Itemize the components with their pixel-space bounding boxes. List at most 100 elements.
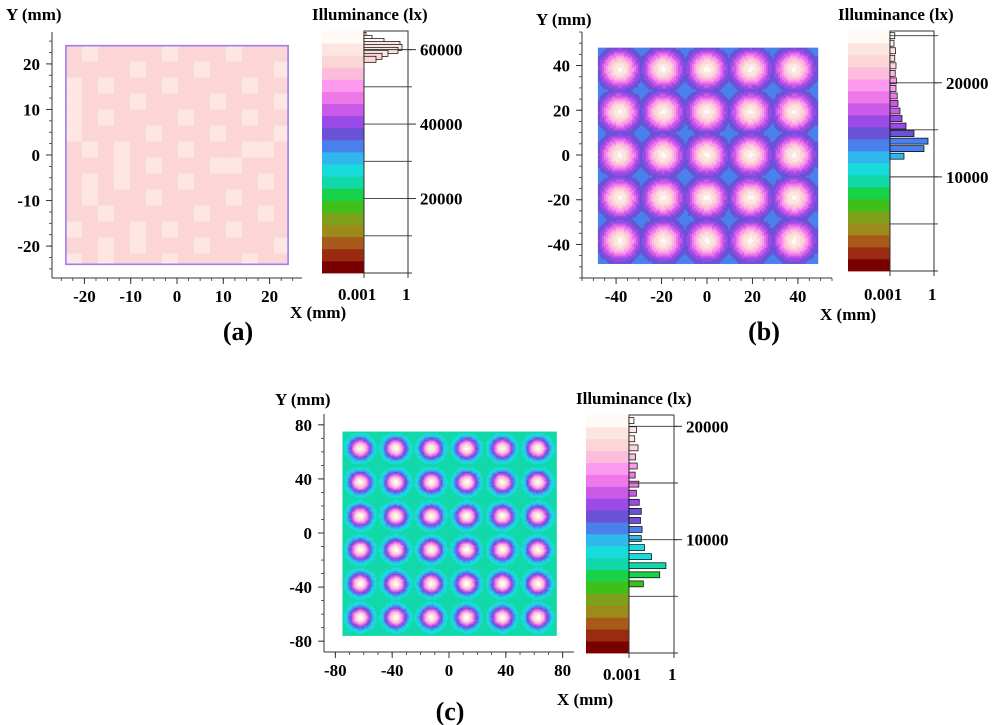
- map-cell: [697, 65, 701, 68]
- map-cell: [787, 87, 791, 90]
- map-cell: [629, 77, 633, 80]
- map-cell: [813, 63, 817, 66]
- map-cell: [787, 123, 791, 126]
- map-cell: [757, 65, 761, 68]
- map-cell: [671, 129, 675, 132]
- map-cell: [699, 57, 703, 60]
- map-cell: [759, 83, 763, 86]
- map-cell: [725, 65, 729, 68]
- map-cell: [795, 93, 799, 96]
- y-tick-label: -10: [17, 192, 40, 211]
- map-cell: [729, 101, 733, 104]
- map-cell: [763, 59, 767, 62]
- map-cell: [621, 49, 625, 52]
- map-cell: [695, 95, 699, 98]
- map-cell: [797, 103, 801, 106]
- map-cell: [635, 61, 639, 64]
- map-cell: [685, 95, 689, 98]
- map-cell: [615, 81, 619, 84]
- map-cell: [679, 81, 683, 84]
- map-cell: [791, 79, 795, 82]
- map-cell: [711, 69, 715, 72]
- map-cell: [745, 109, 749, 112]
- map-cell: [701, 63, 705, 66]
- map-cell: [611, 79, 615, 82]
- map-cell: [799, 123, 803, 126]
- map-cell: [673, 101, 677, 104]
- map-cell: [645, 83, 649, 86]
- map-cell: [627, 105, 631, 108]
- map-cell: [657, 113, 661, 116]
- map-cell: [625, 133, 629, 136]
- map-cell: [681, 125, 685, 128]
- map-cell: [775, 131, 779, 134]
- map-cell: [715, 111, 719, 114]
- map-cell: [781, 67, 785, 70]
- map-cell: [639, 69, 643, 72]
- map-cell: [611, 133, 615, 136]
- map-cell: [617, 59, 621, 62]
- map-cell: [727, 53, 731, 56]
- map-cell: [729, 85, 733, 88]
- map-cell: [611, 77, 615, 80]
- map-cell: [617, 95, 621, 98]
- map-cell: [735, 119, 739, 122]
- map-cell: [801, 81, 805, 84]
- map-cell: [811, 127, 815, 130]
- map-cell: [643, 83, 647, 86]
- map-cell: [805, 51, 809, 54]
- map-cell: [787, 91, 791, 94]
- map-cell: [733, 85, 737, 88]
- map-cell: [681, 57, 685, 60]
- map-cell: [625, 113, 629, 116]
- map-cell: [679, 103, 683, 106]
- map-cell: [711, 113, 715, 116]
- map-cell: [617, 109, 621, 112]
- map-cell: [767, 117, 771, 120]
- map-cell: [687, 67, 691, 70]
- map-cell: [785, 51, 789, 54]
- map-cell: [731, 47, 735, 50]
- map-cell: [603, 59, 607, 62]
- map-cell: [777, 121, 781, 124]
- map-cell: [699, 61, 703, 64]
- map-cell: [651, 85, 655, 88]
- map-cell: [713, 55, 717, 58]
- map-cell: [721, 101, 725, 104]
- map-cell: [699, 125, 703, 128]
- map-cell: [645, 65, 649, 68]
- map-cell: [653, 89, 657, 92]
- map-cell: [623, 85, 627, 88]
- map-cell: [767, 51, 771, 54]
- map-cell: [715, 97, 719, 100]
- map-cell: [693, 53, 697, 56]
- map-cell: [655, 113, 659, 116]
- map-cell: [725, 75, 729, 78]
- map-cell: [645, 91, 649, 94]
- map-cell: [717, 53, 721, 56]
- map-cell: [617, 55, 621, 58]
- map-cell: [755, 55, 759, 58]
- map-cell: [755, 81, 759, 84]
- map-cell: [755, 89, 759, 92]
- map-cell: [601, 91, 605, 94]
- map-cell: [763, 61, 767, 64]
- map-cell: [737, 101, 741, 104]
- map-cell: [619, 81, 623, 84]
- map-cell: [771, 55, 775, 58]
- map-cell: [655, 129, 659, 132]
- map-cell: [613, 79, 617, 82]
- map-cell: [691, 77, 695, 80]
- map-cell: [703, 127, 707, 130]
- map-cell: [725, 59, 729, 62]
- map-cell: [81, 173, 98, 190]
- map-cell: [643, 91, 647, 94]
- map-cell: [815, 55, 819, 58]
- map-cell: [599, 127, 603, 130]
- map-cell: [779, 101, 783, 104]
- map-cell: [721, 67, 725, 70]
- map-cell: [615, 129, 619, 132]
- map-cell: [775, 69, 779, 72]
- map-cell: [763, 97, 767, 100]
- map-cell: [645, 49, 649, 52]
